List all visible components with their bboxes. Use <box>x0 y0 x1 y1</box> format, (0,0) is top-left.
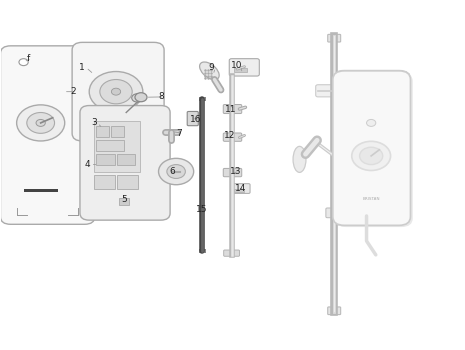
Bar <box>96 126 109 137</box>
Circle shape <box>100 79 132 104</box>
FancyBboxPatch shape <box>229 59 259 76</box>
Text: 6: 6 <box>170 167 175 176</box>
FancyBboxPatch shape <box>187 111 198 126</box>
Text: 16: 16 <box>190 115 201 124</box>
Circle shape <box>366 119 376 126</box>
FancyBboxPatch shape <box>231 184 250 194</box>
Text: 11: 11 <box>226 105 237 113</box>
Text: 9: 9 <box>209 63 214 72</box>
Circle shape <box>359 147 383 164</box>
Bar <box>94 175 115 189</box>
Circle shape <box>36 119 45 126</box>
FancyBboxPatch shape <box>224 250 239 256</box>
Circle shape <box>159 158 194 185</box>
FancyBboxPatch shape <box>72 42 164 141</box>
Circle shape <box>89 71 143 112</box>
Text: f: f <box>27 54 30 63</box>
Bar <box>199 97 206 101</box>
FancyBboxPatch shape <box>316 85 352 97</box>
Bar <box>117 175 138 189</box>
FancyBboxPatch shape <box>223 133 242 141</box>
Ellipse shape <box>293 146 306 173</box>
Text: 14: 14 <box>235 184 246 194</box>
Text: 15: 15 <box>196 205 208 214</box>
Text: 2: 2 <box>70 87 76 96</box>
Bar <box>96 154 115 164</box>
Text: 13: 13 <box>231 167 242 176</box>
FancyBboxPatch shape <box>335 72 413 227</box>
Text: 12: 12 <box>224 131 235 140</box>
Text: 3: 3 <box>91 118 97 127</box>
Bar <box>94 121 140 172</box>
Text: 8: 8 <box>158 92 164 102</box>
FancyBboxPatch shape <box>326 208 342 218</box>
FancyBboxPatch shape <box>223 105 242 113</box>
Text: 5: 5 <box>121 195 127 204</box>
Circle shape <box>27 112 54 133</box>
FancyBboxPatch shape <box>223 168 242 177</box>
Circle shape <box>135 93 147 102</box>
Bar <box>119 197 128 204</box>
FancyBboxPatch shape <box>328 34 341 42</box>
Text: 1: 1 <box>80 63 85 72</box>
Circle shape <box>17 105 65 141</box>
Bar <box>96 140 124 151</box>
Text: 10: 10 <box>232 61 243 70</box>
Text: 7: 7 <box>177 129 182 138</box>
Bar <box>24 189 58 192</box>
Circle shape <box>132 94 143 102</box>
Circle shape <box>112 88 120 95</box>
FancyBboxPatch shape <box>0 46 95 224</box>
Bar <box>112 126 124 137</box>
Bar <box>234 68 247 71</box>
Text: BRISTAN: BRISTAN <box>362 197 380 201</box>
Ellipse shape <box>199 62 219 80</box>
FancyBboxPatch shape <box>333 71 411 225</box>
Bar <box>199 249 206 253</box>
Text: 4: 4 <box>84 160 90 169</box>
Circle shape <box>167 164 186 178</box>
FancyBboxPatch shape <box>80 106 170 220</box>
Circle shape <box>19 59 28 66</box>
Bar <box>234 189 244 192</box>
Bar <box>117 154 135 164</box>
FancyBboxPatch shape <box>328 307 341 315</box>
Circle shape <box>352 141 391 170</box>
FancyBboxPatch shape <box>333 71 411 225</box>
